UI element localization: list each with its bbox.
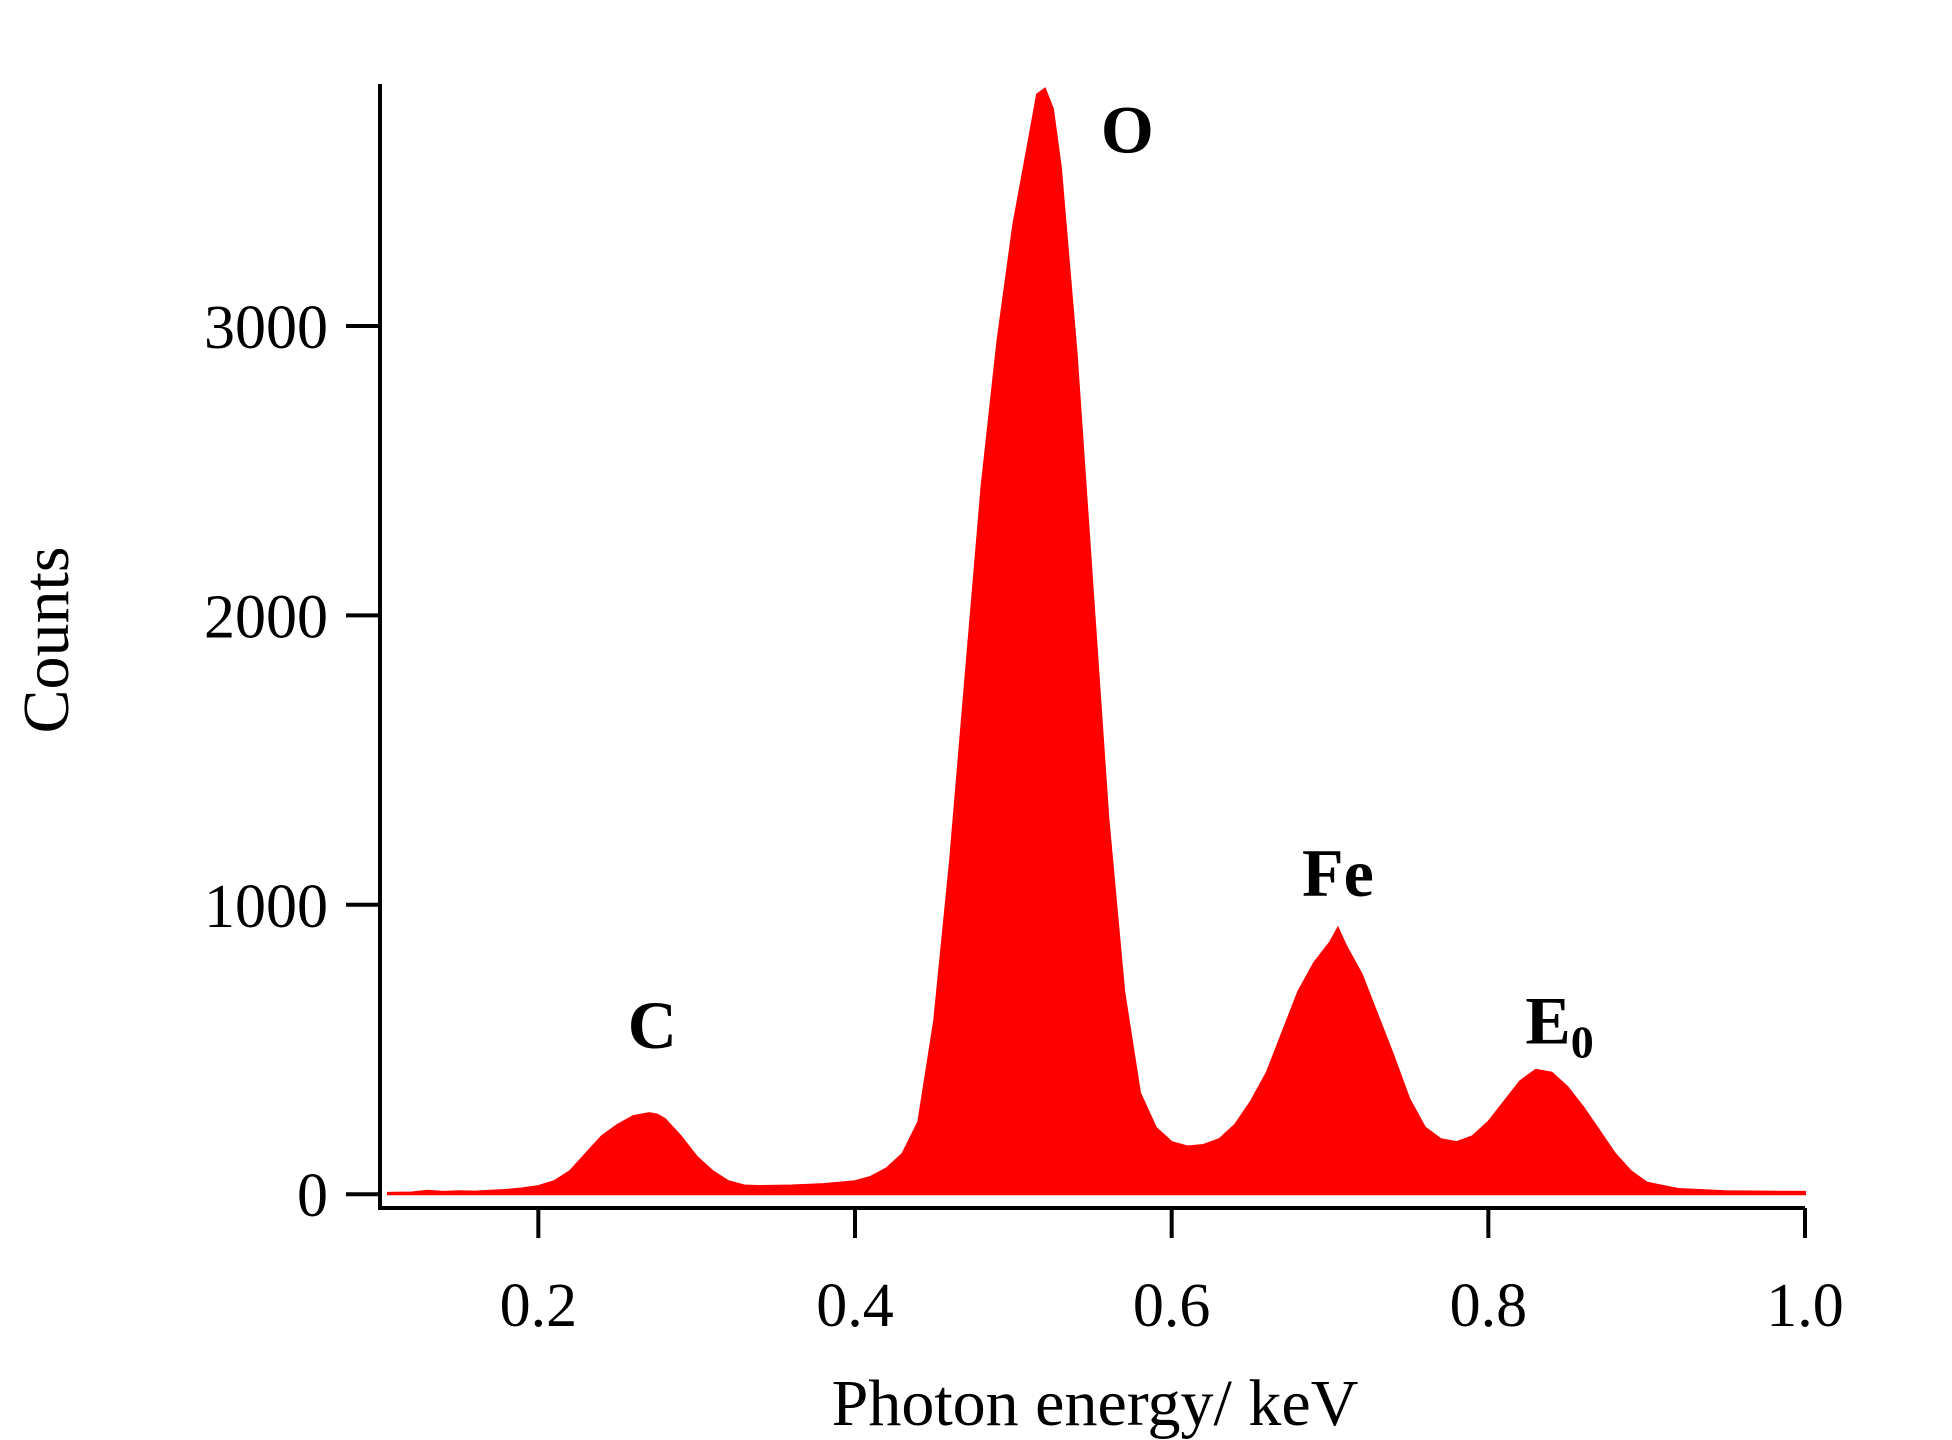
peak-label: E0 (1525, 983, 1593, 1068)
plot-area (386, 87, 1806, 1196)
y-tick-label: 1000 (204, 873, 328, 941)
x-tick-label: 0.2 (500, 1272, 578, 1340)
x-tick-label: 0.6 (1133, 1272, 1211, 1340)
peak-label: C (628, 987, 677, 1063)
x-tick-label: 0.4 (816, 1272, 894, 1340)
peak-label-subscript: 0 (1571, 1017, 1594, 1068)
peak-label: Fe (1302, 835, 1374, 911)
y-axis: 0 1000 2000 3000 (204, 84, 382, 1230)
peak-annotations: C O Fe E0 (628, 91, 1594, 1067)
x-axis-title: Photon energy/ keV (832, 1367, 1359, 1440)
peak-label-main: E (1525, 983, 1570, 1059)
x-tick-label: 0.8 (1450, 1272, 1528, 1340)
y-tick-label: 0 (297, 1162, 328, 1230)
peak-label: O (1101, 91, 1154, 167)
y-tick-label: 2000 (204, 583, 328, 651)
spectrum-area-0 (386, 87, 1806, 1196)
x-tick-label: 1.0 (1766, 1272, 1844, 1340)
y-tick-label: 3000 (204, 294, 328, 362)
x-axis: 0.2 0.4 0.6 0.8 1.0 (380, 1206, 1844, 1340)
y-axis-title: Counts (10, 546, 83, 733)
